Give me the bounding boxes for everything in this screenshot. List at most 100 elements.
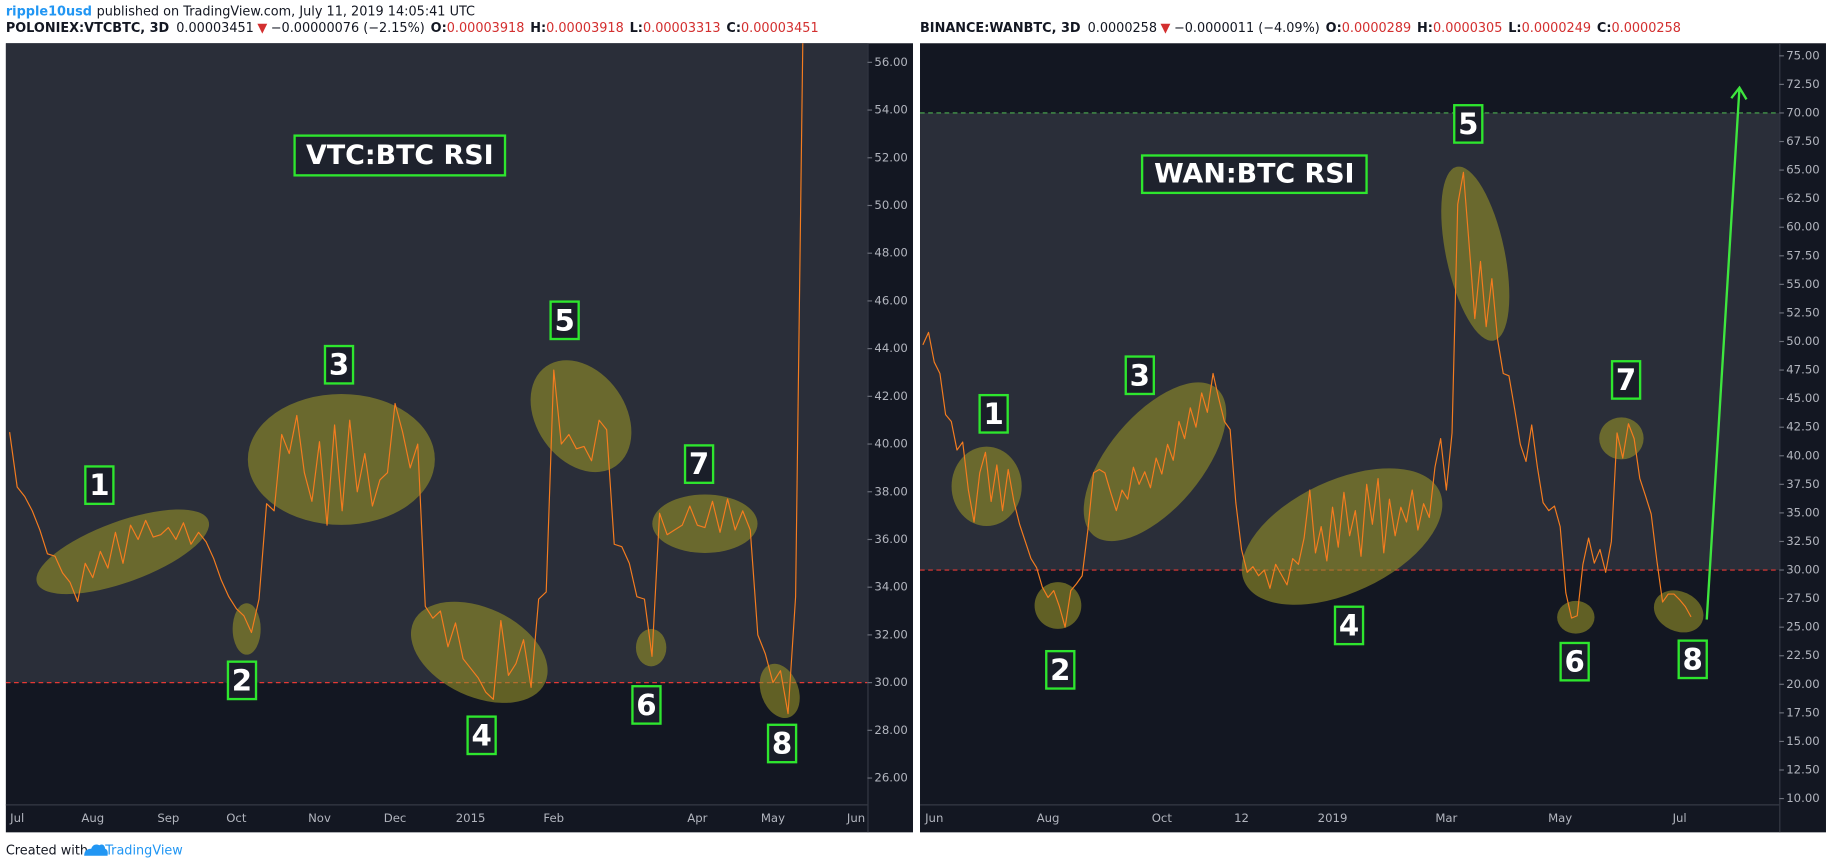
y-tick-label: 57.50 (1786, 248, 1819, 262)
author[interactable]: ripple10usd (6, 4, 92, 19)
annotation-box (631, 685, 662, 725)
change: −0.00000076 (−2.15%) (271, 21, 425, 36)
ohlc-label: O: (1326, 21, 1342, 36)
y-tick-label: 45.00 (1786, 391, 1819, 405)
y-tick-label: 52.00 (874, 150, 907, 164)
annotation-label: 1 (983, 397, 1003, 431)
y-tick-label: 32.00 (874, 627, 907, 641)
annotation-label: 2 (232, 663, 252, 697)
plot-area (5, 43, 868, 719)
annotation-label: 8 (1683, 642, 1703, 676)
annotation-box (323, 344, 355, 385)
annotation-box (766, 723, 798, 764)
highlight-ellipse (1599, 417, 1644, 460)
chart-title: WAN:BTC RSI (1154, 159, 1354, 190)
title-box (1140, 154, 1368, 195)
y-tick-label: 72.50 (1786, 77, 1819, 91)
annotation-box (1333, 605, 1365, 646)
annotation-label: 4 (1339, 608, 1359, 642)
y-tick-label: 62.50 (1786, 191, 1819, 205)
footer: Created with TradingView (6, 844, 183, 859)
ohlc-label: C: (726, 21, 741, 36)
ohlc-label: H: (530, 21, 546, 36)
y-tick-label: 52.50 (1786, 305, 1819, 319)
annotation-box (978, 393, 1009, 434)
change-arrow: ▼ (1161, 21, 1171, 36)
y-tick-label: 36.00 (874, 532, 907, 546)
y-tick-label: 46.00 (874, 293, 907, 307)
y-tick-label: 30.00 (874, 675, 907, 689)
x-tick-label: Dec (384, 811, 407, 825)
ohlc-value: 0.0000289 (1342, 21, 1411, 36)
ohlc-label: O: (431, 21, 447, 36)
y-tick-label: 27.50 (1786, 591, 1819, 605)
last-price: 0.00003451 (176, 21, 254, 36)
y-tick-label: 35.00 (1786, 505, 1819, 519)
annotation-box (1559, 641, 1590, 682)
ohlc-value: 0.00003451 (741, 21, 819, 36)
y-tick-label: 70.00 (1786, 105, 1819, 119)
title-box (293, 134, 507, 177)
annotation-label: 5 (554, 303, 574, 337)
symbol-line: POLONIEX:VTCBTC, 3D 0.00003451 ▼ −0.0000007… (6, 21, 819, 36)
x-tick-label: May (1548, 811, 1572, 825)
rsi-line (922, 171, 1692, 628)
x-tick-label: 2019 (1318, 811, 1348, 825)
x-tick-label: Aug (81, 811, 104, 825)
symbol: BINANCE:WANBTC, 3D (920, 21, 1081, 36)
chart-title: VTC:BTC RSI (306, 140, 494, 171)
y-tick-label: 42.50 (1786, 420, 1819, 434)
highlight-ellipse (1241, 468, 1443, 605)
annotation-label: 8 (772, 726, 792, 760)
symbol: POLONIEX:VTCBTC, 3D (6, 21, 169, 36)
y-tick-label: 50.00 (1786, 334, 1819, 348)
publish-line: ripple10usd published on TradingView.com,… (6, 4, 475, 19)
highlight-ellipse (759, 663, 800, 719)
x-tick-label: 12 (1234, 811, 1249, 825)
y-tick-label: 67.50 (1786, 134, 1819, 148)
annotation-box (1124, 355, 1155, 396)
annotation-label: 3 (1130, 358, 1150, 392)
y-tick-label: 10.00 (1786, 791, 1819, 805)
annotation-box (84, 465, 115, 506)
chart-pane: 26.00 28.00 30.00 32.00 34.00 36.00 38.00 40.00… (5, 43, 913, 833)
symbol-line: BINANCE:WANBTC, 3D 0.0000258 ▼ −0.0000011 (… (920, 21, 1681, 36)
y-tick-label: 75.00 (1786, 48, 1819, 62)
annotation-box (226, 660, 258, 701)
y-tick-label: 28.00 (874, 723, 907, 737)
annotation-box (1453, 104, 1484, 144)
ohlc-label: L: (1508, 21, 1521, 36)
annotation-box (1610, 360, 1642, 400)
x-tick-label: Aug (1037, 811, 1060, 825)
y-tick-label: 65.00 (1786, 163, 1819, 177)
last-price: 0.0000258 (1088, 21, 1157, 36)
x-tick-label: Feb (543, 811, 564, 825)
x-tick-label: Jun (924, 811, 943, 825)
x-tick-label: Sep (157, 811, 179, 825)
highlight-ellipse (1034, 582, 1082, 629)
annotation-box (1045, 649, 1076, 690)
y-tick-label: 40.00 (874, 437, 907, 451)
rsi-line (9, 43, 804, 715)
ohlc-value: 0.00003313 (643, 21, 721, 36)
y-tick-label: 42.00 (874, 389, 907, 403)
y-tick-label: 15.00 (1786, 734, 1819, 748)
footer-brand[interactable]: TradingView (104, 844, 183, 859)
y-tick-label: 17.50 (1786, 705, 1819, 719)
x-tick-label: 2015 (456, 811, 486, 825)
y-tick-label: 56.00 (874, 55, 907, 69)
annotation-label: 5 (1458, 107, 1478, 141)
highlight-ellipse (410, 601, 548, 703)
annotation-box (683, 444, 715, 484)
highlight-ellipse (1653, 590, 1704, 633)
annotation-box (1677, 639, 1708, 680)
footer-text: Created with (6, 844, 88, 859)
highlight-ellipse (1557, 600, 1595, 634)
annotation-label: 4 (471, 718, 491, 752)
y-tick-label: 37.50 (1786, 477, 1819, 491)
x-tick-label: Apr (687, 811, 707, 825)
change-arrow: ▼ (257, 21, 267, 36)
y-tick-label: 40.00 (1786, 448, 1819, 462)
